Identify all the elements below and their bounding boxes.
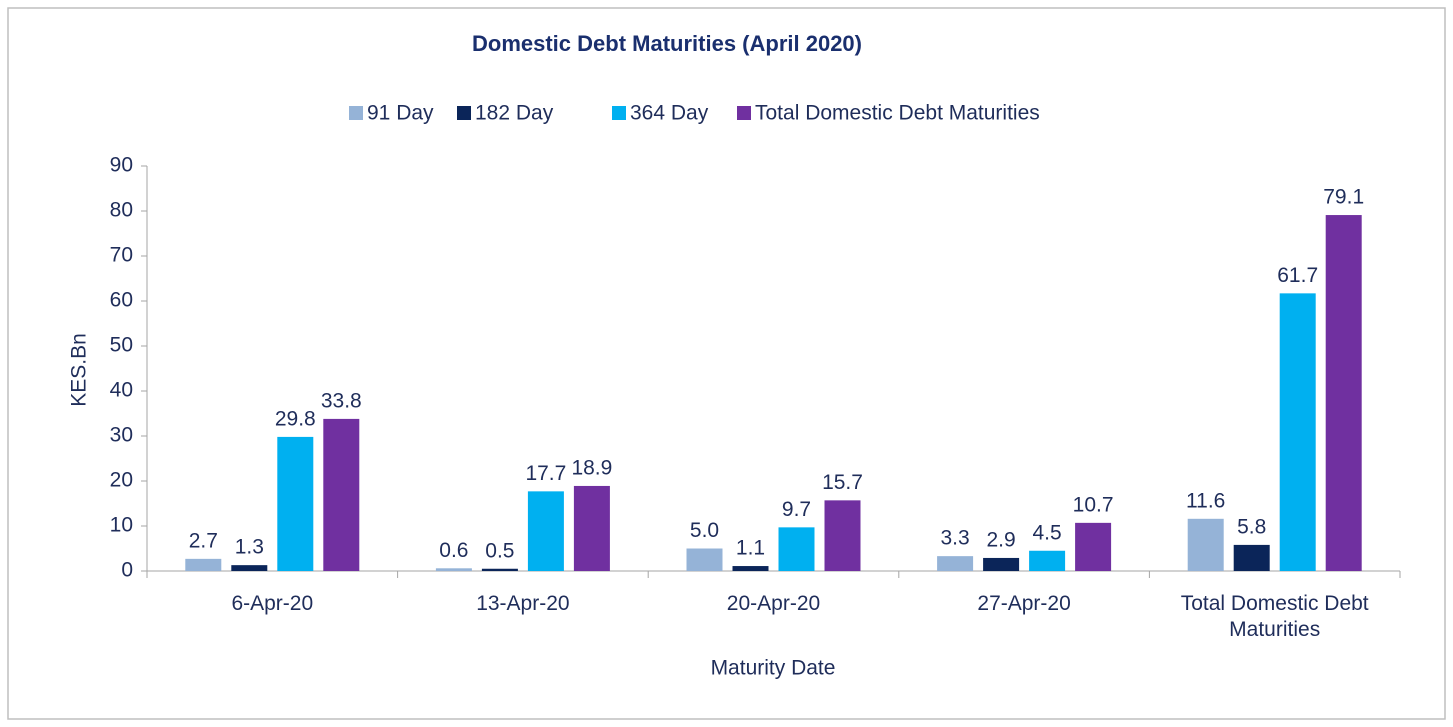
legend-swatch <box>737 106 751 120</box>
x-tick-label: 20-Apr-20 <box>726 592 821 615</box>
bar <box>983 557 1020 571</box>
y-tick-label: 90 <box>110 154 133 177</box>
legend-label: Total Domestic Debt Maturities <box>755 102 1040 125</box>
y-tick-label: 0 <box>121 559 133 582</box>
x-tick-label: 13-Apr-20 <box>476 592 570 615</box>
legend-swatch <box>457 106 471 120</box>
data-label: 33.8 <box>321 389 362 412</box>
legend-swatch <box>612 106 626 120</box>
data-label: 61.7 <box>1277 264 1318 287</box>
data-label: 0.5 <box>485 539 514 562</box>
data-label: 29.8 <box>275 407 316 430</box>
data-label: 5.0 <box>690 519 719 542</box>
data-label: 1.3 <box>235 536 264 559</box>
y-tick-label: 60 <box>110 289 133 312</box>
bar <box>231 565 268 571</box>
legend-label: 91 Day <box>367 102 434 125</box>
bar <box>686 548 723 571</box>
data-label: 0.6 <box>439 539 468 562</box>
bar <box>481 568 518 571</box>
bar <box>1279 293 1316 571</box>
bar <box>732 566 769 571</box>
y-tick-label: 70 <box>110 244 133 267</box>
bar <box>323 418 360 571</box>
bar <box>435 568 472 571</box>
data-label: 10.7 <box>1073 493 1114 516</box>
bar <box>1233 544 1270 571</box>
legend-label: 182 Day <box>475 102 554 125</box>
bar <box>1075 522 1112 571</box>
bar <box>573 485 610 571</box>
y-tick-label: 50 <box>110 334 133 357</box>
chart-title: Domestic Debt Maturities (April 2020) <box>472 31 862 56</box>
x-axis-label: Maturity Date <box>711 657 836 680</box>
y-tick-label: 40 <box>110 379 133 402</box>
bar <box>824 500 861 571</box>
x-tick-label: Total Domestic Debt Maturities <box>1180 592 1369 641</box>
y-tick-label: 80 <box>110 199 133 222</box>
y-tick-label: 20 <box>110 469 133 492</box>
bar <box>937 556 974 571</box>
y-tick-label: 30 <box>110 424 133 447</box>
bar <box>277 436 314 571</box>
data-label: 11.6 <box>1186 489 1225 512</box>
legend-label: 364 Day <box>630 102 709 125</box>
chart-border <box>7 7 1446 720</box>
data-label: 18.9 <box>571 456 612 479</box>
data-label: 2.7 <box>189 529 218 552</box>
bar <box>527 491 564 571</box>
data-label: 1.1 <box>736 537 765 560</box>
data-label: 4.5 <box>1032 521 1061 544</box>
data-label: 79.1 <box>1323 186 1364 209</box>
data-label: 2.9 <box>986 528 1015 551</box>
data-label: 9.7 <box>782 498 811 521</box>
data-label: 3.3 <box>940 527 969 550</box>
bar <box>1325 215 1362 572</box>
y-tick-label: 10 <box>110 514 133 537</box>
data-label: 5.8 <box>1237 515 1266 538</box>
x-tick-label: 27-Apr-20 <box>977 592 1071 615</box>
legend-swatch <box>349 106 363 120</box>
bar <box>185 558 222 571</box>
y-axis-label: KES.Bn <box>68 333 91 407</box>
x-tick-label: 6-Apr-20 <box>231 592 314 615</box>
data-label: 15.7 <box>822 471 863 494</box>
bar <box>778 527 815 571</box>
data-label: 17.7 <box>525 462 566 485</box>
bar <box>1029 550 1066 571</box>
bar <box>1187 518 1224 571</box>
